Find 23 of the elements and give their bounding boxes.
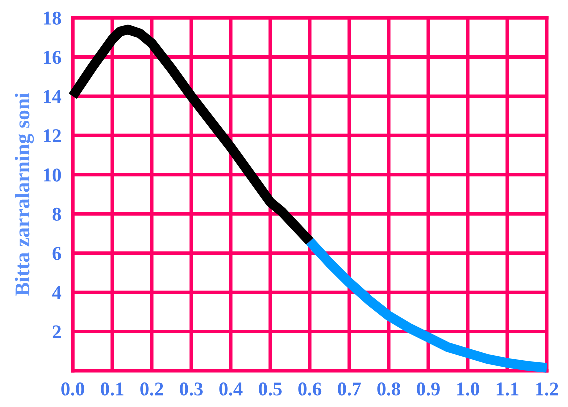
x-tick-label: 0.0 — [62, 382, 84, 396]
x-tick-label: 1.1 — [496, 382, 519, 396]
y-tick-label: 10 — [44, 168, 62, 182]
x-tick-label: 0.2 — [140, 382, 164, 396]
x-tick-label: 0.5 — [259, 382, 282, 396]
x-tick-label: 0.8 — [378, 382, 401, 396]
y-axis-title: Bitta zarralarning soni — [15, 92, 34, 296]
y-tick-label: 4 — [52, 286, 62, 300]
x-tick-label: 0.9 — [417, 382, 440, 396]
y-tick-label: 14 — [44, 90, 62, 104]
x-tick-label: 0.6 — [298, 382, 322, 396]
x-tick-label: 0.7 — [338, 382, 362, 396]
y-tick-label: 6 — [52, 247, 62, 260]
y-tick-label: 16 — [44, 51, 62, 64]
x-tick-label: 0.3 — [180, 382, 203, 396]
y-tick-label: 12 — [44, 130, 62, 142]
x-tick-label: 0.1 — [101, 382, 124, 396]
y-tick-label: 8 — [52, 208, 62, 222]
x-tick-label: 1.0 — [457, 382, 480, 396]
y-tick-label: 18 — [44, 12, 62, 25]
x-tick-label: 1.2 — [536, 382, 558, 396]
y-tick-label: 2 — [52, 326, 62, 339]
x-tick-label: 0.4 — [220, 382, 243, 396]
